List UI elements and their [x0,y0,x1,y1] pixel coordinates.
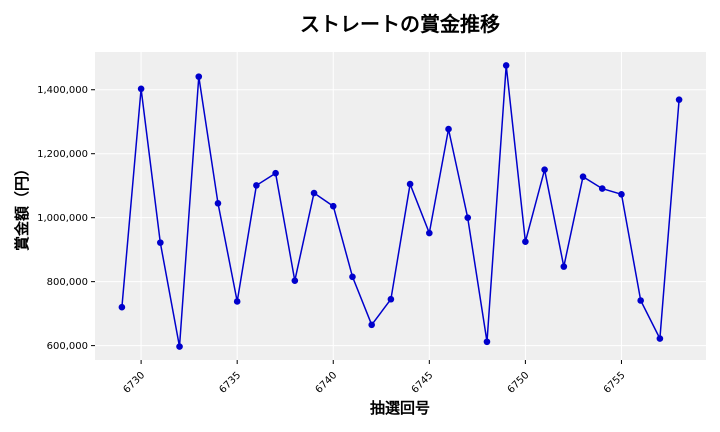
data-point [368,321,375,329]
data-point [195,73,203,80]
data-point [522,238,529,245]
chart-title: ストレートの賞金推移 [300,12,500,36]
data-point [598,185,606,192]
series-line [121,65,680,347]
x-tick-label: 6740 [314,370,340,396]
data-point [387,295,395,303]
data-point [291,277,299,284]
data-point [637,297,644,304]
y-tick-label: 1,400,000 [37,85,88,96]
data-point [157,239,164,246]
x-tick-label: 6730 [121,370,147,396]
x-tick-label: 6745 [410,370,436,396]
y-tick-label: 1,000,000 [37,213,88,224]
data-point [656,335,664,342]
data-point [214,199,222,207]
x-axis-label: 抽選回号 [370,399,430,417]
data-point [406,180,414,188]
data-point [233,298,241,305]
plot-area [95,52,706,360]
data-point [137,85,145,93]
data-point [445,125,452,133]
y-tick-label: 800,000 [47,277,88,288]
data-point [349,273,356,281]
data-point [310,189,318,197]
data-point [502,62,510,69]
data-point [253,182,260,189]
y-tick-label: 600,000 [47,341,88,352]
x-tick-label: 6750 [506,370,532,396]
data-point [618,191,625,198]
y-tick-label: 1,200,000 [37,149,88,160]
data-point [579,173,587,181]
x-tick-label: 6755 [602,370,628,396]
data-point [675,96,683,103]
data-point [329,202,337,210]
series [118,62,683,350]
grid [95,52,706,360]
data-point [272,169,279,177]
data-point [176,343,183,350]
data-point [118,303,126,311]
data-point [483,338,491,346]
y-axis-label: 賞金額（円） [13,161,31,251]
data-point [426,229,433,237]
data-point [560,263,568,270]
data-point [541,166,548,173]
x-tick-label: 6735 [218,370,244,396]
data-point [464,214,472,221]
